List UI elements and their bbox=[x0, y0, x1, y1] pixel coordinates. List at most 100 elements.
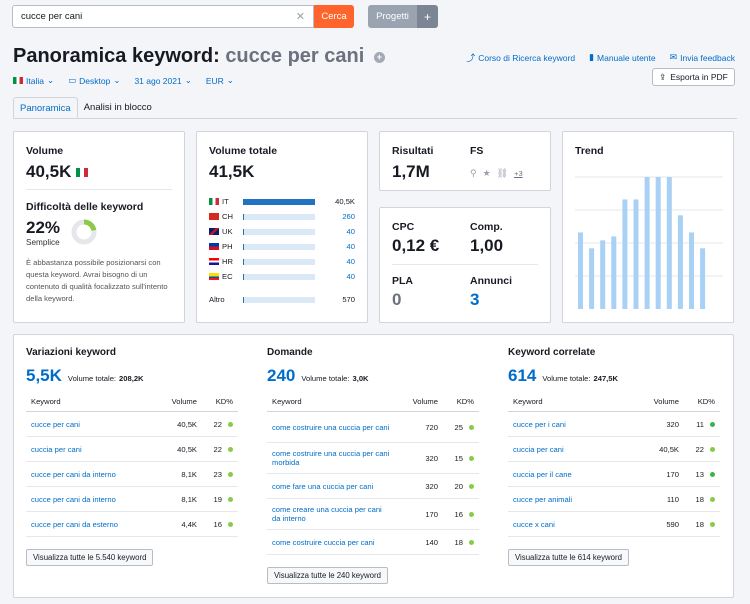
keyword-volume: 170 bbox=[397, 498, 443, 530]
date-filter[interactable]: 31 ago 2021 ⌄ bbox=[134, 75, 191, 86]
keyword-volume: 720 bbox=[397, 411, 443, 443]
kd-value: 18 bbox=[695, 519, 704, 529]
country-volume-value[interactable]: 260 bbox=[342, 212, 355, 221]
course-link[interactable]: ⤴ Corso di Ricerca keyword bbox=[466, 51, 575, 64]
column-count[interactable]: 240 bbox=[267, 366, 296, 385]
trend-bar[interactable] bbox=[666, 177, 672, 309]
table-row: cucce x cani 590 18 bbox=[508, 511, 720, 537]
volume-share-bar bbox=[243, 243, 315, 250]
projects-button[interactable]: Progetti bbox=[368, 5, 417, 28]
keyword-table: Keyword Volume KD% cucce per i cani 320 11 cuc… bbox=[508, 392, 720, 537]
table-row: come costruire cuccia per cani 140 18 bbox=[267, 529, 479, 555]
keyword-link[interactable]: cucce per cani bbox=[31, 419, 80, 429]
kd-value: 18 bbox=[454, 537, 463, 547]
trend-bar[interactable] bbox=[700, 248, 706, 309]
country-filter[interactable]: Italia ⌄ bbox=[13, 75, 54, 86]
keyword-volume: 40,5K bbox=[156, 436, 202, 462]
search-input[interactable]: cucce per cani ✕ bbox=[12, 5, 314, 28]
hr-flag-icon bbox=[209, 258, 219, 265]
trend-bar[interactable] bbox=[655, 177, 661, 309]
keyword-link[interactable]: cucce per cani da esterno bbox=[31, 519, 118, 529]
keyword-link[interactable]: cucce per i cani bbox=[513, 419, 566, 429]
trend-bar[interactable] bbox=[644, 177, 650, 309]
keyword-link[interactable]: cucce x cani bbox=[513, 519, 555, 529]
country-volume-value[interactable]: 40 bbox=[346, 242, 355, 251]
country-label: Italia bbox=[26, 75, 44, 86]
header-kd: KD% bbox=[202, 392, 238, 412]
fs-label: FS bbox=[470, 145, 484, 157]
italy-flag-icon bbox=[13, 77, 23, 84]
pla-label: PLA bbox=[392, 275, 413, 287]
total-volume-card: Volume totale 41,5K IT 40,5K CH 260 UK 40 PH 40… bbox=[196, 131, 368, 323]
keyword-link[interactable]: come costruire una cuccia per cani bbox=[272, 422, 390, 432]
trend-bar[interactable] bbox=[633, 199, 639, 309]
add-project-button[interactable]: + bbox=[417, 5, 438, 28]
results-card: Risultati 1,7M FS ⚲ ★ ⛓ +3 bbox=[379, 131, 551, 191]
search-button[interactable]: Cerca bbox=[314, 5, 354, 28]
country-volume-row: HR 40 bbox=[209, 254, 355, 269]
trend-bar[interactable] bbox=[600, 240, 606, 309]
country-volume-value[interactable]: 40 bbox=[346, 257, 355, 266]
fs-more[interactable]: +3 bbox=[514, 169, 523, 178]
keyword-link[interactable]: come costruire cuccia per cani bbox=[272, 537, 375, 547]
country-volume-value[interactable]: 40 bbox=[346, 227, 355, 236]
keyword-link[interactable]: cucce per cani da interno bbox=[31, 494, 116, 504]
keyword-kd: 18 bbox=[684, 486, 720, 512]
keyword-kd: 22 bbox=[202, 436, 238, 462]
trend-bar[interactable] bbox=[677, 215, 683, 309]
keyword-link[interactable]: come costruire una cuccia per cani morbi… bbox=[272, 449, 390, 467]
volume-value: 40,5K bbox=[26, 162, 72, 181]
keyword-kd: 15 bbox=[443, 442, 479, 474]
view-all-button[interactable]: Visualizza tutte le 240 keyword bbox=[267, 567, 388, 584]
keyword-link[interactable]: cuccia per cani bbox=[31, 444, 82, 454]
add-keyword-icon[interactable]: + bbox=[373, 52, 385, 63]
table-row: cucce per animali 110 18 bbox=[508, 486, 720, 512]
clear-icon[interactable]: ✕ bbox=[295, 11, 305, 23]
volume-card: Volume 40,5K Difficoltà delle keyword 22… bbox=[13, 131, 185, 323]
feedback-link[interactable]: ✉ Invia feedback bbox=[670, 51, 735, 64]
view-all-button[interactable]: Visualizza tutte le 5.540 keyword bbox=[26, 549, 154, 566]
trend-bar[interactable] bbox=[578, 232, 583, 309]
keyword-link[interactable]: come creare una cuccia per cani da inter… bbox=[272, 505, 382, 523]
country-volume-value[interactable]: 40 bbox=[346, 272, 355, 281]
country-volume-list: IT 40,5K CH 260 UK 40 PH 40 HR 40 EC 40 Altro 570 bbox=[209, 194, 355, 307]
header-kd: KD% bbox=[684, 392, 720, 412]
kd-indicator-icon bbox=[710, 422, 715, 427]
trend-bar[interactable] bbox=[622, 199, 628, 309]
trend-bar[interactable] bbox=[611, 236, 617, 309]
column-title: Variazioni keyword bbox=[26, 347, 117, 358]
device-filter[interactable]: ▭ Desktop ⌄ bbox=[68, 75, 120, 86]
tab-bulk-analysis[interactable]: Analisi in blocco bbox=[83, 102, 152, 113]
kd-value: 11 bbox=[696, 419, 704, 429]
keyword-link[interactable]: cucce per animali bbox=[513, 494, 573, 504]
trend-bar[interactable] bbox=[689, 232, 694, 309]
currency-filter[interactable]: EUR ⌄ bbox=[206, 75, 234, 86]
trend-bar[interactable] bbox=[589, 248, 595, 309]
keyword-link[interactable]: come fare una cuccia per cani bbox=[272, 481, 374, 491]
course-link-label: Corso di Ricerca keyword bbox=[478, 52, 576, 63]
comp-label: Comp. bbox=[470, 221, 503, 233]
kd-indicator-icon bbox=[710, 472, 715, 477]
manual-link[interactable]: ▮ Manuale utente bbox=[589, 51, 656, 64]
column-count[interactable]: 614 bbox=[508, 366, 537, 385]
kd-indicator-icon bbox=[228, 497, 233, 502]
kd-value: 22 bbox=[213, 419, 222, 429]
country-code: Altro bbox=[209, 295, 225, 304]
export-label: Esporta in PDF bbox=[670, 72, 728, 82]
column-count[interactable]: 5,5K bbox=[26, 366, 62, 385]
tab-panoramica[interactable]: Panoramica bbox=[13, 97, 78, 119]
ads-value[interactable]: 3 bbox=[470, 290, 480, 309]
view-all-button[interactable]: Visualizza tutte le 614 keyword bbox=[508, 549, 629, 566]
export-pdf-button[interactable]: ⇪ Esporta in PDF bbox=[652, 68, 735, 86]
keyword-link[interactable]: cuccia per cani bbox=[513, 444, 564, 454]
keyword-kd: 25 bbox=[443, 411, 479, 443]
kd-indicator-icon bbox=[710, 522, 715, 527]
keyword-volume: 140 bbox=[397, 529, 443, 555]
header-volume: Volume bbox=[638, 392, 684, 412]
keyword-link[interactable]: cuccia per il cane bbox=[513, 469, 572, 479]
keyword-link[interactable]: cucce per cani da interno bbox=[31, 469, 116, 479]
keyword-kd: 18 bbox=[684, 511, 720, 537]
volume-share-bar bbox=[243, 258, 315, 265]
chevron-down-icon: ⌄ bbox=[184, 75, 192, 85]
keyword-volume: 320 bbox=[397, 473, 443, 499]
